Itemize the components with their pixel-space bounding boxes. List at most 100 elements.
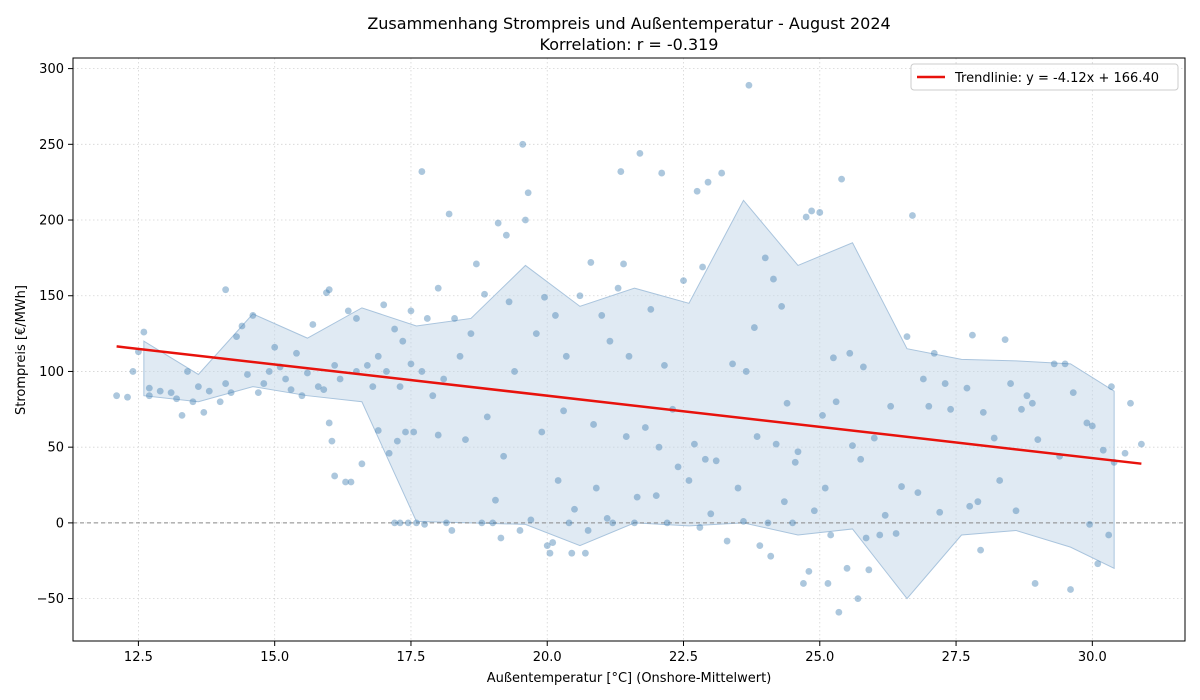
- data-point: [887, 402, 895, 410]
- data-point: [816, 209, 824, 216]
- data-point: [571, 505, 578, 513]
- data-point: [966, 502, 974, 510]
- data-point: [113, 392, 121, 400]
- data-point: [1088, 422, 1096, 430]
- data-point: [620, 260, 627, 268]
- data-point: [527, 516, 535, 524]
- legend-trendline-label: Trendlinie: y = -4.12x + 166.40: [954, 71, 1159, 86]
- data-point: [478, 519, 486, 527]
- data-point: [925, 402, 933, 410]
- data-point: [909, 212, 916, 219]
- data-point: [865, 566, 873, 574]
- data-point: [227, 389, 235, 397]
- data-point: [930, 349, 938, 357]
- data-point: [846, 349, 854, 357]
- data-point: [383, 368, 390, 375]
- data-point: [1094, 560, 1102, 568]
- data-point: [353, 315, 360, 322]
- x-tick-label: 27.5: [942, 650, 971, 665]
- data-point: [524, 189, 532, 197]
- data-point: [824, 580, 832, 587]
- data-point: [565, 519, 573, 527]
- data-point: [342, 478, 349, 486]
- data-point: [603, 514, 611, 522]
- data-point: [167, 389, 175, 397]
- data-point: [541, 293, 548, 301]
- chart-subtitle: Korrelation: r = -0.319: [540, 35, 719, 54]
- data-point: [396, 519, 404, 527]
- data-point: [718, 169, 726, 177]
- legend: Trendlinie: y = -4.12x + 166.40: [910, 63, 1179, 91]
- data-point: [767, 552, 775, 560]
- data-point: [369, 383, 377, 390]
- data-point: [511, 368, 518, 375]
- data-point: [543, 542, 551, 549]
- data-point: [1108, 383, 1115, 390]
- data-point: [336, 375, 344, 383]
- data-point: [941, 380, 949, 387]
- confidence-band: [143, 199, 1115, 600]
- x-tick-label: 30.0: [1078, 650, 1107, 665]
- data-point: [1121, 449, 1129, 457]
- data-point: [216, 398, 224, 406]
- data-point: [451, 315, 458, 322]
- data-point: [745, 81, 753, 89]
- data-point: [830, 354, 837, 362]
- data-point: [658, 169, 666, 177]
- data-point: [393, 437, 401, 445]
- data-point: [761, 254, 769, 262]
- data-point: [1086, 521, 1094, 528]
- data-point: [832, 398, 840, 406]
- data-point: [947, 405, 955, 413]
- data-point: [979, 408, 987, 416]
- data-point: [857, 455, 865, 463]
- data-point: [323, 289, 330, 297]
- data-point: [661, 362, 668, 369]
- data-point: [271, 343, 279, 351]
- data-point: [802, 213, 810, 221]
- data-point: [680, 277, 687, 284]
- y-tick-label: 300: [39, 62, 64, 77]
- data-point: [617, 168, 625, 175]
- data-point: [740, 517, 747, 525]
- data-point: [1031, 580, 1039, 587]
- data-point: [374, 427, 382, 434]
- data-point: [859, 363, 867, 371]
- data-point: [772, 440, 780, 448]
- data-point: [1012, 507, 1020, 515]
- data-point: [418, 368, 426, 375]
- data-point: [990, 434, 998, 442]
- data-point: [244, 371, 251, 378]
- chart-title: Zusammenhang Strompreis und Außentempera…: [367, 14, 890, 33]
- y-tick-label: 250: [39, 138, 64, 153]
- data-point: [481, 290, 488, 298]
- data-point: [178, 411, 186, 419]
- data-point: [810, 507, 818, 515]
- data-point: [584, 527, 592, 534]
- data-point: [655, 443, 663, 451]
- data-point: [462, 436, 469, 443]
- data-point: [663, 519, 671, 527]
- data-point: [233, 333, 240, 341]
- data-point: [691, 440, 698, 448]
- data-point: [598, 312, 606, 319]
- data-point: [750, 324, 758, 331]
- data-point: [429, 392, 437, 400]
- data-point: [282, 375, 289, 383]
- data-point: [328, 437, 336, 445]
- data-point: [969, 331, 976, 339]
- data-point: [314, 383, 322, 390]
- data-point: [402, 428, 409, 436]
- data-point: [552, 312, 559, 319]
- data-point: [1050, 360, 1058, 368]
- x-axis-label: Außentemperatur [°C] (Onshore-Mittelwert…: [487, 671, 772, 686]
- data-point: [892, 530, 900, 537]
- data-point: [789, 519, 796, 527]
- data-point: [483, 413, 491, 421]
- data-point: [260, 380, 268, 387]
- data-point: [587, 259, 595, 266]
- data-point: [1023, 392, 1031, 400]
- data-point: [1069, 389, 1077, 397]
- data-point: [778, 302, 786, 310]
